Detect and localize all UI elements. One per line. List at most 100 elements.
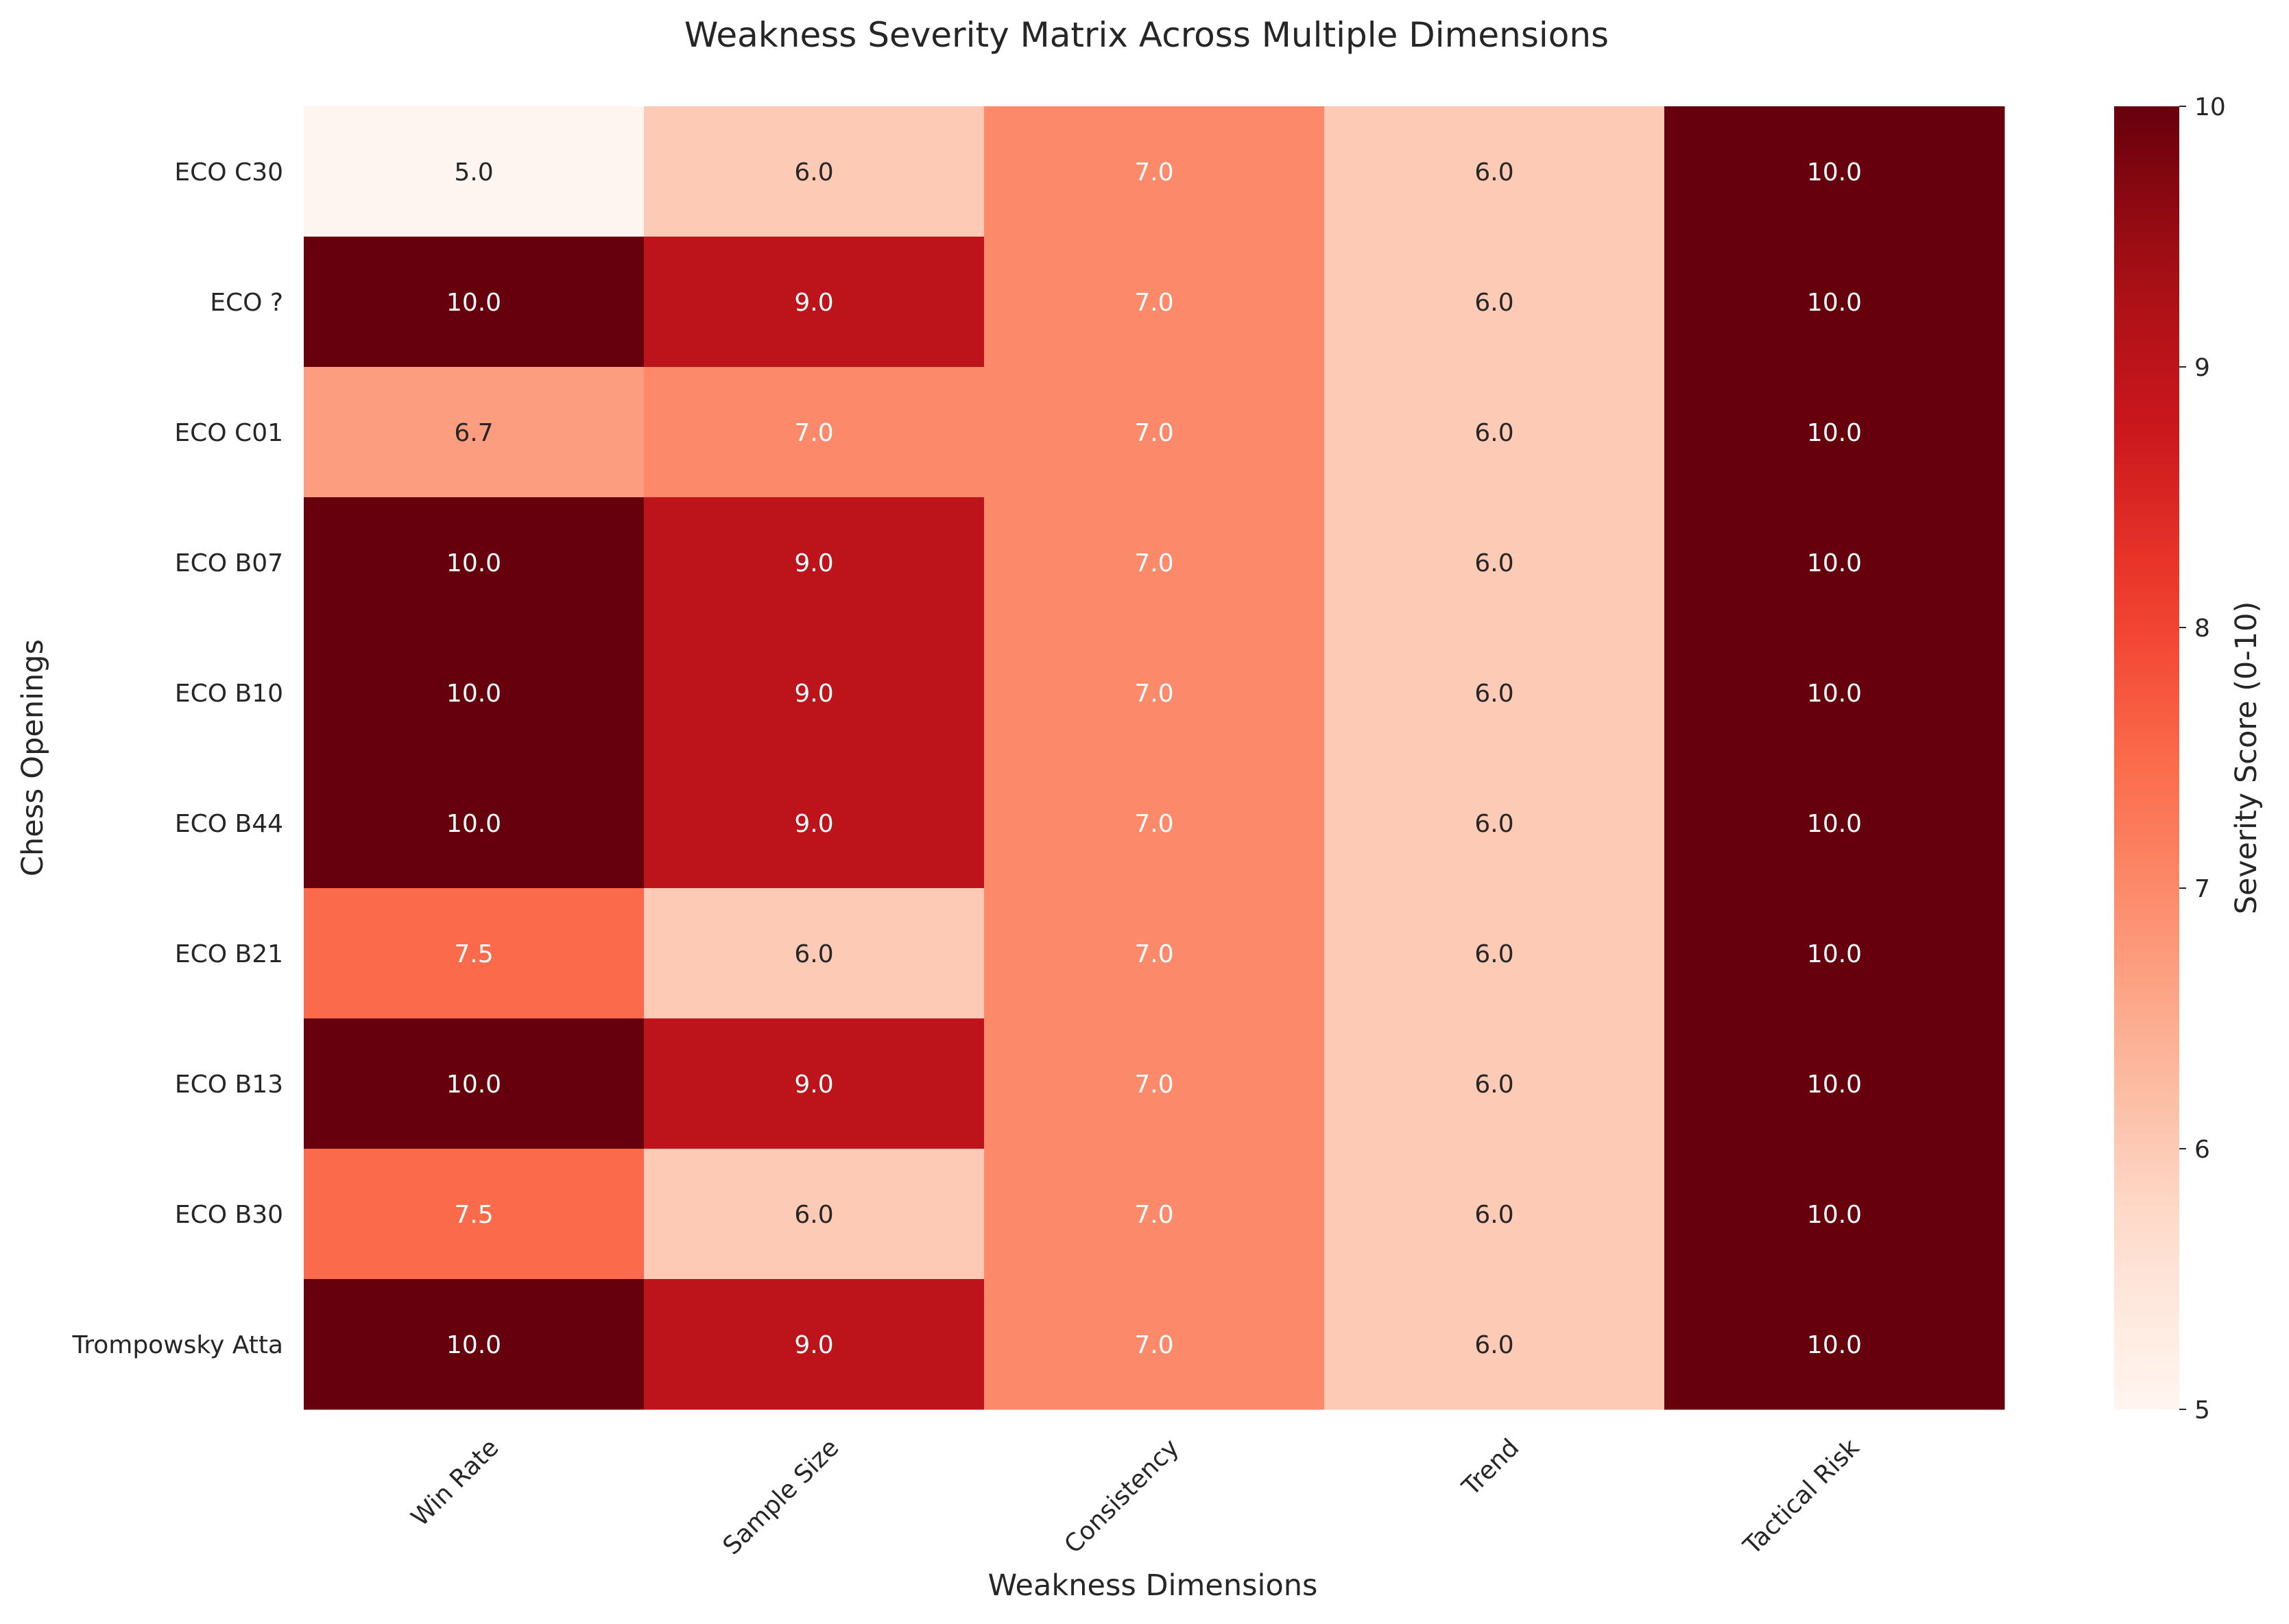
cell-value-label: 10.0 [1807, 289, 1862, 317]
heatmap-cell [1324, 758, 1665, 889]
heatmap-cell [1664, 888, 2005, 1019]
x-tick-label: Win Rate [406, 1433, 504, 1531]
cell-value-label: 7.0 [1134, 680, 1173, 708]
heatmap-cell [644, 497, 985, 628]
y-tick-label: ECO B30 [175, 1201, 283, 1229]
heatmap-cell [1324, 628, 1665, 759]
cell-value-label: 7.0 [1134, 158, 1173, 187]
cell-value-label: 9.0 [794, 549, 833, 577]
heatmap-cell [1664, 1149, 2005, 1280]
heatmap-cell [304, 497, 645, 628]
y-tick-label: ECO C01 [174, 419, 283, 447]
heatmap-cell [1324, 497, 1665, 628]
x-tick-label: Tactical Risk [1738, 1433, 1865, 1560]
heatmap-cell [644, 1018, 985, 1149]
heatmap-cell [984, 497, 1325, 628]
y-tick-label: ECO B10 [175, 680, 283, 708]
cell-value-label: 6.0 [1474, 940, 1513, 968]
cell-value-label: 6.0 [1474, 549, 1513, 577]
y-tick-label: Trompowsky Atta [72, 1331, 283, 1359]
heatmap-cell [644, 367, 985, 498]
cell-value-label: 9.0 [794, 1071, 833, 1099]
cell-value-label: 10.0 [446, 810, 501, 838]
heatmap-cell [1664, 237, 2005, 368]
heatmap-cell [984, 628, 1325, 759]
heatmap-cell [984, 1018, 1325, 1149]
cell-value-label: 7.0 [1134, 1331, 1173, 1359]
heatmap-cells: 5.0 6.0 7.0 6.0 10.0 10.0 9.0 7.0 6.0 10.0 6.7 7.0 7… [304, 106, 2005, 1410]
heatmap-cell [644, 628, 985, 759]
heatmap-cell [984, 106, 1325, 237]
cell-value-label: 9.0 [794, 810, 833, 838]
heatmap-cell [644, 1279, 985, 1410]
x-tick-label: Sample Size [718, 1433, 845, 1560]
heatmap-cell [1324, 367, 1665, 498]
heatmap-cell [1664, 106, 2005, 237]
heatmap-cell [984, 1149, 1325, 1280]
cell-value-label: 6.0 [1474, 680, 1513, 708]
cell-value-label: 6.0 [1474, 1201, 1513, 1229]
y-tick-label: ECO C30 [174, 158, 283, 187]
heatmap-cell [1324, 1018, 1665, 1149]
heatmap-cell [644, 1149, 985, 1280]
cell-value-label: 10.0 [446, 680, 501, 708]
heatmap-cell [644, 888, 985, 1019]
heatmap-cell [984, 1279, 1325, 1410]
heatmap-cell [304, 1279, 645, 1410]
cell-value-label: 10.0 [1807, 1331, 1862, 1359]
heatmap-cell [644, 758, 985, 889]
heatmap-cell [1324, 888, 1665, 1019]
heatmap-cell [304, 1149, 645, 1280]
heatmap-cell [1664, 1279, 2005, 1410]
heatmap-cell [1324, 1279, 1665, 1410]
heatmap-cell [304, 758, 645, 889]
cell-value-label: 7.5 [454, 1201, 493, 1229]
cell-value-label: 6.0 [1474, 158, 1513, 187]
cell-value-label: 7.0 [1134, 419, 1173, 447]
cell-value-label: 9.0 [794, 1331, 833, 1359]
cell-value-label: 6.0 [1474, 810, 1513, 838]
y-axis-label: Chess Openings [16, 639, 50, 876]
heatmap-cell [1324, 237, 1665, 368]
cell-value-label: 10.0 [446, 289, 501, 317]
cell-value-label: 6.0 [1474, 289, 1513, 317]
heatmap-cell [1664, 367, 2005, 498]
colorbar-tick-label: 8 [2194, 614, 2210, 643]
cell-value-label: 6.0 [1474, 1331, 1513, 1359]
cell-value-label: 7.0 [1134, 1071, 1173, 1099]
x-tick-label: Trend [1457, 1433, 1524, 1501]
heatmap-cell [304, 367, 645, 498]
cell-value-label: 6.7 [454, 419, 493, 447]
x-axis-label: Weakness Dimensions [988, 1568, 1318, 1603]
heatmap-cell [304, 106, 645, 237]
cell-value-label: 5.0 [454, 158, 493, 187]
cell-value-label: 10.0 [446, 1071, 501, 1099]
cell-value-label: 7.0 [1134, 549, 1173, 577]
colorbar-tick-label: 5 [2194, 1396, 2210, 1424]
heatmap-cell [304, 628, 645, 759]
heatmap-cell [304, 888, 645, 1019]
cell-value-label: 10.0 [1807, 940, 1862, 968]
heatmap-cell [984, 888, 1325, 1019]
x-tick-labels: Win Rate Sample Size Consistency Trend Tacti… [406, 1433, 1865, 1560]
heatmap-cell [984, 237, 1325, 368]
heatmap-cell [644, 237, 985, 368]
cell-value-label: 10.0 [1807, 1071, 1862, 1099]
cell-value-label: 10.0 [1807, 1201, 1862, 1229]
cell-value-label: 10.0 [1807, 419, 1862, 447]
heatmap-cell [1664, 497, 2005, 628]
cell-value-label: 10.0 [1807, 158, 1862, 187]
heatmap-cell [1664, 758, 2005, 889]
cell-value-label: 7.0 [1134, 810, 1173, 838]
heatmap-cell [644, 106, 985, 237]
y-tick-label: ECO B44 [175, 810, 283, 838]
colorbar-tick-label: 9 [2194, 354, 2210, 382]
cell-value-label: 9.0 [794, 680, 833, 708]
cell-value-label: 6.0 [1474, 419, 1513, 447]
cell-value-label: 6.0 [1474, 1071, 1513, 1099]
heatmap-cell [304, 237, 645, 368]
cell-value-label: 10.0 [1807, 680, 1862, 708]
cell-value-label: 10.0 [1807, 549, 1862, 577]
cell-value-label: 6.0 [794, 940, 833, 968]
